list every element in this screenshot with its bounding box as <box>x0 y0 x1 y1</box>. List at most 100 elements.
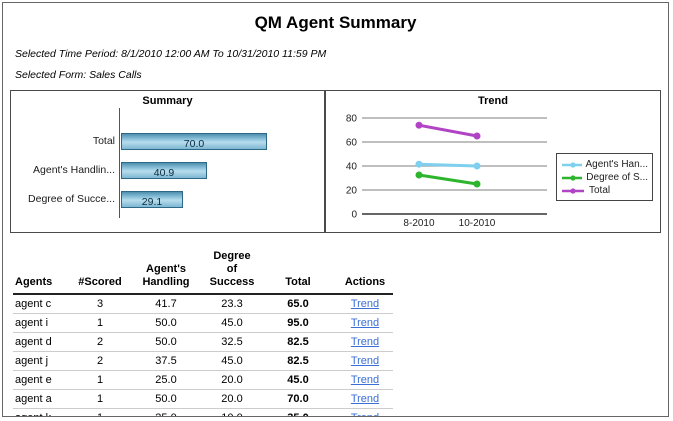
table-cell: 20.0 <box>205 370 259 390</box>
legend-line-icon <box>562 161 582 168</box>
table-cell: 45.0 <box>259 370 337 390</box>
trend-data-point <box>415 171 423 179</box>
trend-series-line <box>417 173 479 186</box>
legend-label: Degree of S... <box>586 172 648 183</box>
trend-chart-panel: 0 20 40 60 80 8-2010 10-2010 Trend Agent's Han… <box>326 91 660 232</box>
table-cell: agent c <box>13 293 73 314</box>
table-cell: 45.0 <box>205 313 259 333</box>
summary-chart-title: Summary <box>142 95 193 107</box>
legend-item: Degree of S... <box>561 171 648 184</box>
table-cell: 1 <box>73 408 127 416</box>
table-cell: 23.3 <box>205 293 259 314</box>
bar-value-label: 70.0 <box>183 138 205 150</box>
table-cell: 45.0 <box>205 351 259 371</box>
trend-chart-title: Trend <box>478 95 508 107</box>
bar-chart-axis <box>119 108 120 218</box>
table-cell: 3 <box>73 293 127 314</box>
legend-line-icon <box>562 174 583 181</box>
actions-cell: Trend <box>337 293 393 314</box>
column-header: #Scored <box>73 248 127 295</box>
table-cell: 2 <box>73 332 127 352</box>
legend-line-icon <box>562 187 584 194</box>
y-axis-tick-label: 60 <box>346 138 358 149</box>
table-cell: 1 <box>73 313 127 333</box>
table-row: agent c 3 41.7 23.3 65.0 Trend <box>13 293 393 314</box>
table-row: agent k125.010.035.0 Trend <box>13 408 393 416</box>
trend-data-point <box>415 121 423 129</box>
table-row: agent e 1 25.0 20.0 45.0 Trend <box>13 370 393 390</box>
table-cell: agent i <box>13 313 73 333</box>
table-cell: 50.0 <box>127 332 205 352</box>
table-cell: agent a <box>13 389 73 409</box>
bar-category-label: Total <box>92 135 115 147</box>
legend-label: Agent's Han... <box>585 159 649 170</box>
table-row: agent a 1 50.0 20.0 70.0 Trend <box>13 389 393 409</box>
x-axis-tick-label: 10-2010 <box>459 218 496 229</box>
trend-link[interactable]: Trend <box>350 392 380 405</box>
actions-cell: Trend <box>337 389 393 409</box>
actions-cell: Trend <box>337 408 393 416</box>
column-header: Agent's Handling <box>127 248 205 295</box>
trend-data-point <box>473 132 481 140</box>
table-cell: 2 <box>73 351 127 371</box>
table-cell: agent d <box>13 332 73 352</box>
selected-time-period: Selected Time Period: 8/1/2010 12:00 AM … <box>15 48 327 60</box>
table-row: agent d 2 50.0 32.5 82.5 Trend <box>13 332 393 352</box>
actions-cell: Trend <box>337 370 393 390</box>
agents-table: Agents #Scored Agent's Handling Degree of S… <box>13 248 393 416</box>
trend-link[interactable]: Trend <box>350 297 380 310</box>
table-cell: 50.0 <box>127 313 205 333</box>
page-title: QM Agent Summary <box>254 13 417 32</box>
summary-bar: 70.0 <box>121 133 267 150</box>
y-axis-tick-label: 40 <box>346 162 358 173</box>
column-header: Actions <box>337 248 393 295</box>
table-cell: 65.0 <box>259 293 337 314</box>
legend-label: Total <box>589 185 611 196</box>
summary-bar: 40.9 <box>121 162 207 179</box>
table-cell: 82.5 <box>259 332 337 352</box>
table-cell: agent k <box>13 408 73 416</box>
table-cell: 70.0 <box>259 389 337 409</box>
table-cell: 1 <box>73 389 127 409</box>
table-row: agent j 2 37.5 45.0 82.5 Trend <box>13 351 393 371</box>
trend-legend: Agent's Han... Degree of S... Total <box>556 153 653 201</box>
legend-item: Total <box>561 184 648 197</box>
trend-series-line <box>417 123 479 138</box>
table-cell: 37.5 <box>127 351 205 371</box>
y-axis-tick-label: 0 <box>351 210 357 221</box>
x-axis-tick-label: 8-2010 <box>403 218 435 229</box>
table-cell: 41.7 <box>127 293 205 314</box>
bar-category-label: Agent's Handlin... <box>33 164 115 176</box>
y-axis-tick-label: 20 <box>346 186 358 197</box>
actions-cell: Trend <box>337 332 393 352</box>
actions-cell: Trend <box>337 351 393 371</box>
charts-container: Summary Total 70.0 Agent's Handlin... 40.9 D… <box>10 90 661 233</box>
column-header: Degree of Success <box>205 248 259 295</box>
trend-link[interactable]: Trend <box>351 412 379 416</box>
table-cell: agent e <box>13 370 73 390</box>
trend-link[interactable]: Trend <box>350 335 380 348</box>
actions-cell: Trend <box>337 313 393 333</box>
bar-category-label: Degree of Succe... <box>28 193 115 205</box>
trend-link[interactable]: Trend <box>350 316 380 329</box>
table-cell: 20.0 <box>205 389 259 409</box>
trend-data-point <box>473 180 481 188</box>
table-row: agent i 1 50.0 45.0 95.0 Trend <box>13 313 393 333</box>
table-cell: 10.0 <box>205 408 259 416</box>
bar-value-label: 29.1 <box>141 196 163 208</box>
column-header: Total <box>259 248 337 295</box>
bar-value-label: 40.9 <box>153 167 175 179</box>
trend-link[interactable]: Trend <box>350 354 380 367</box>
trend-chart-plot: 0 20 40 60 80 8-2010 10-2010 <box>346 114 547 229</box>
trend-link[interactable]: Trend <box>350 373 380 386</box>
y-axis-tick-label: 80 <box>346 114 358 125</box>
trend-series-line <box>417 162 479 168</box>
report-page: QM Agent Summary Selected Time Period: 8… <box>2 2 669 417</box>
table-cell: 95.0 <box>259 313 337 333</box>
summary-bar: 29.1 <box>121 191 183 208</box>
trend-data-point <box>415 160 423 168</box>
table-cell: 25.0 <box>127 370 205 390</box>
summary-chart-panel: Summary Total 70.0 Agent's Handlin... 40.9 D… <box>11 91 326 232</box>
table-cell: 1 <box>73 370 127 390</box>
table-cell: 35.0 <box>259 408 337 416</box>
